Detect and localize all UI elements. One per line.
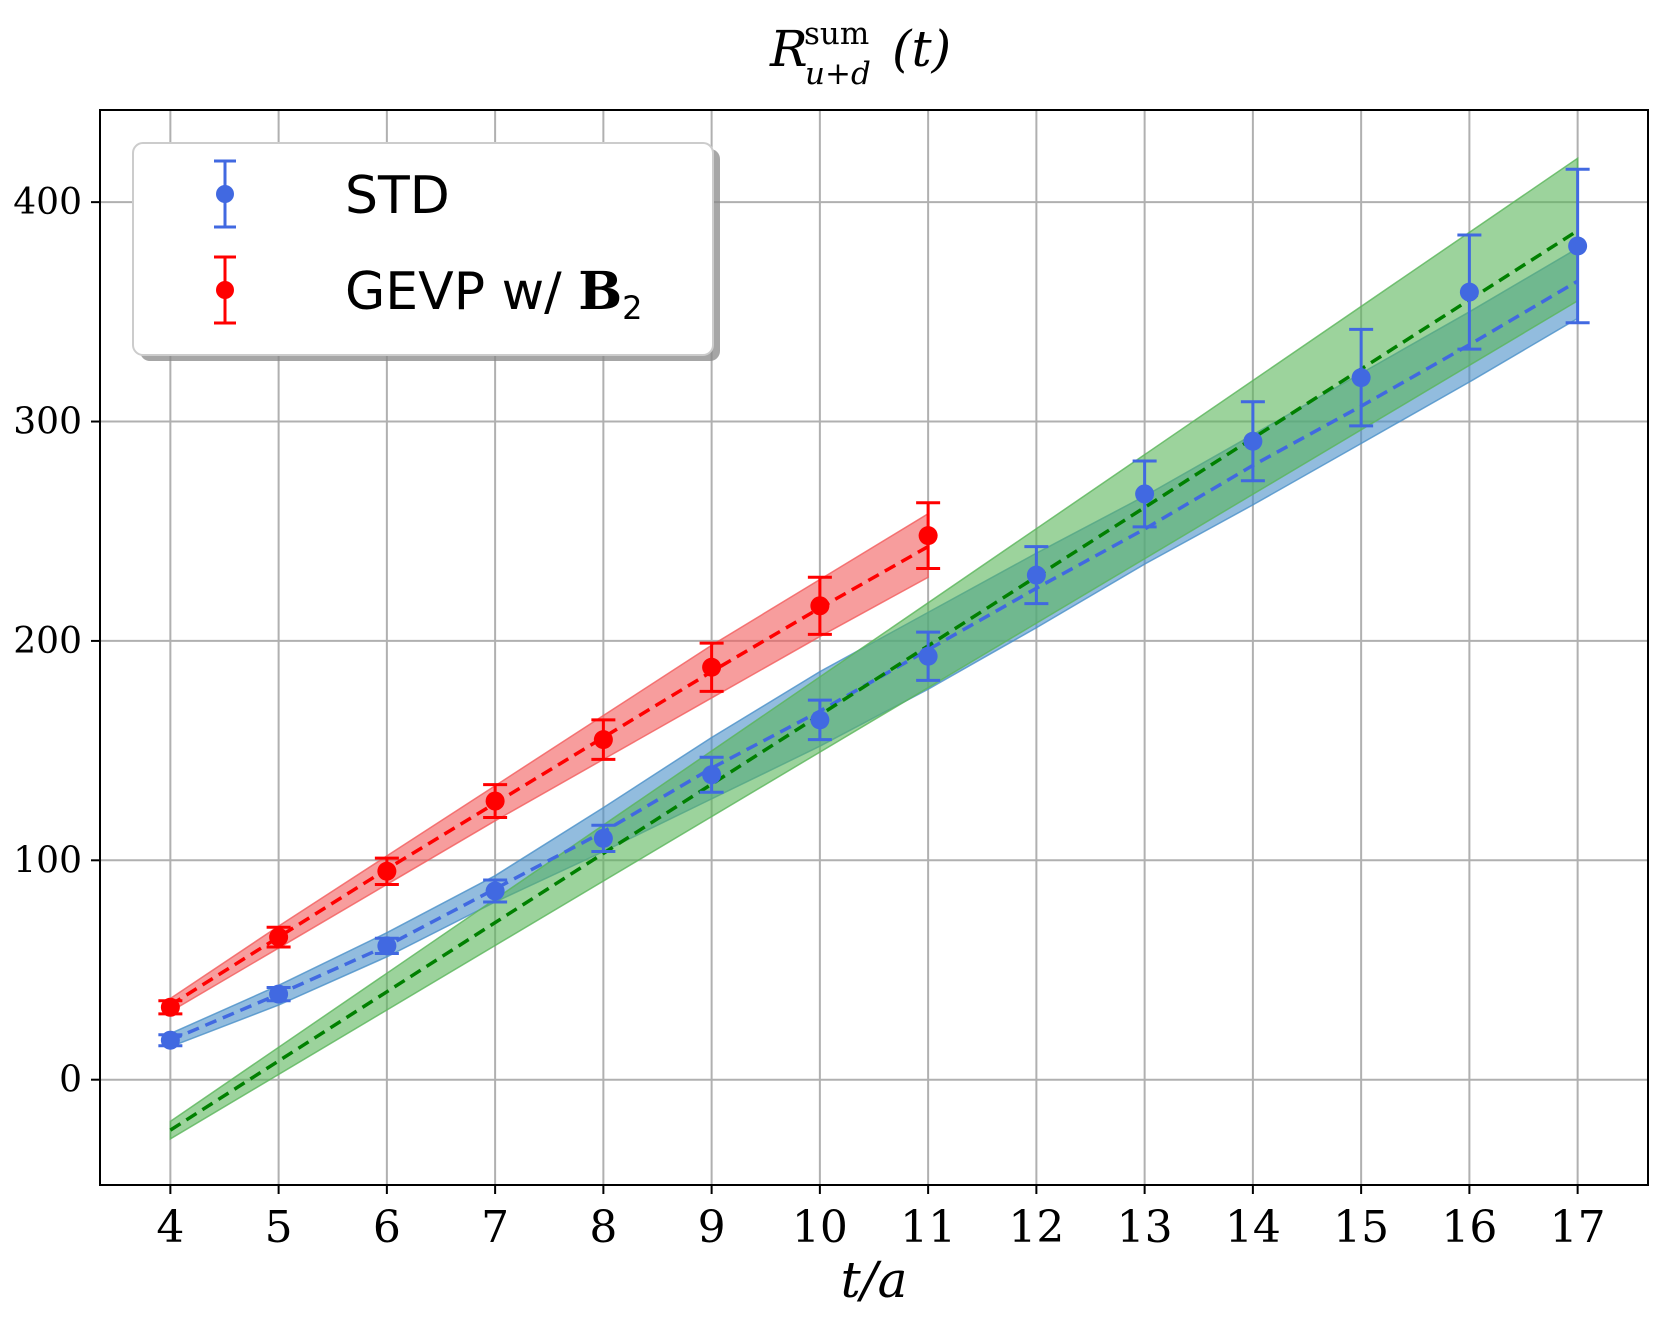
x-tick-label: 7 [481,1202,509,1253]
title-arg: (t) [892,20,951,78]
grid [100,110,1648,1185]
legend-std-label: STD [345,166,450,226]
std-point [269,984,289,1004]
legend: STD GEVP w/ B2 [132,142,720,361]
legend-entry-gevp: GEVP w/ B2 [214,255,643,327]
x-axis-label: t/a [841,1251,908,1309]
fit-line-std [169,279,1579,1042]
gevp-point [377,861,397,881]
y-tick-label: 200 [13,621,82,662]
std-point [1243,431,1263,451]
y-axis: 0 100 200 300 400 [13,182,100,1101]
gevp-point [160,997,180,1017]
x-tick-label: 8 [589,1202,617,1253]
fit-band-gevp [169,512,929,1013]
std-point [1026,565,1046,585]
y-tick-label: 100 [13,840,82,881]
y-tick-label: 400 [13,182,82,223]
fit-line-fit [169,229,1579,1132]
legend-box [132,142,714,356]
std-point [810,710,830,730]
gevp-point [269,927,289,947]
x-tick-label: 12 [1008,1202,1064,1253]
title-base: R [769,20,808,78]
std-point [1459,282,1479,302]
data-points [158,167,1590,1050]
x-axis: 4 5 6 7 8 9 10 11 12 13 14 15 16 17 [156,1185,1606,1253]
legend-entry-std: STD [214,159,450,229]
std-point [918,646,938,666]
gevp-point [918,526,938,546]
std-point [1568,236,1588,256]
x-tick-label: 16 [1441,1202,1497,1253]
title-sup: sum [804,16,869,52]
plot-frame [99,109,1649,1186]
x-tick-label: 14 [1225,1202,1281,1253]
gevp-point [810,596,830,616]
x-tick-label: 10 [792,1202,848,1253]
legend-gevp-label: GEVP w/ B2 [345,261,643,327]
x-tick-label: 6 [373,1202,401,1253]
x-tick-label: 17 [1550,1202,1606,1253]
x-tick-label: 9 [698,1202,726,1253]
std-point [1351,368,1371,388]
std-point [1135,484,1155,504]
x-tick-label: 15 [1333,1202,1389,1253]
x-tick-label: 5 [265,1202,293,1253]
x-tick-label: 11 [900,1202,956,1253]
std-point [593,828,613,848]
legend-std-marker [216,185,234,203]
fit-line-gevp [169,545,929,1007]
x-tick-label: 4 [156,1202,184,1253]
std-point [377,936,397,956]
std-point [160,1030,180,1050]
y-tick-label: 300 [13,402,82,443]
legend-gevp-marker [216,281,234,299]
chart-title: R sum u+d (t) [769,16,951,92]
legend-gevp-math: B [578,261,622,322]
legend-gevp-text: GEVP w/ [345,262,578,322]
std-point [702,765,722,785]
x-tick-label: 13 [1117,1202,1173,1253]
title-sub: u+d [805,56,871,92]
gevp-point [702,657,722,677]
std-point [485,881,505,901]
legend-gevp-sub: 2 [622,289,642,327]
gevp-point [593,730,613,750]
gevp-point [485,791,505,811]
y-tick-label: 0 [59,1060,82,1101]
fit-lines [169,229,1579,1132]
